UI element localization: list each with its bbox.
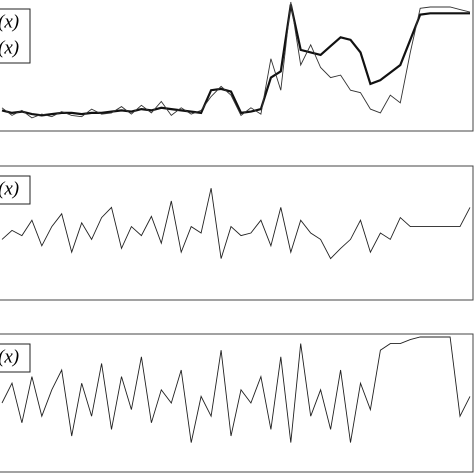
- legend-label: (x): [0, 37, 19, 58]
- panel-frame: [0, 333, 474, 473]
- legend-box: [0, 175, 31, 205]
- signal-line: [1, 188, 471, 260]
- legend-label: (x): [0, 178, 19, 199]
- legend-label: (x): [0, 11, 19, 32]
- signal-line: [1, 4, 470, 117]
- signal-line: [1, 336, 471, 443]
- signal-line: [1, 1, 471, 119]
- panel-frame: [0, 165, 474, 301]
- legend-box: [0, 343, 31, 373]
- legend-label: (x): [0, 346, 19, 367]
- legend-box: [0, 8, 31, 64]
- panel-frame: [0, 0, 474, 132]
